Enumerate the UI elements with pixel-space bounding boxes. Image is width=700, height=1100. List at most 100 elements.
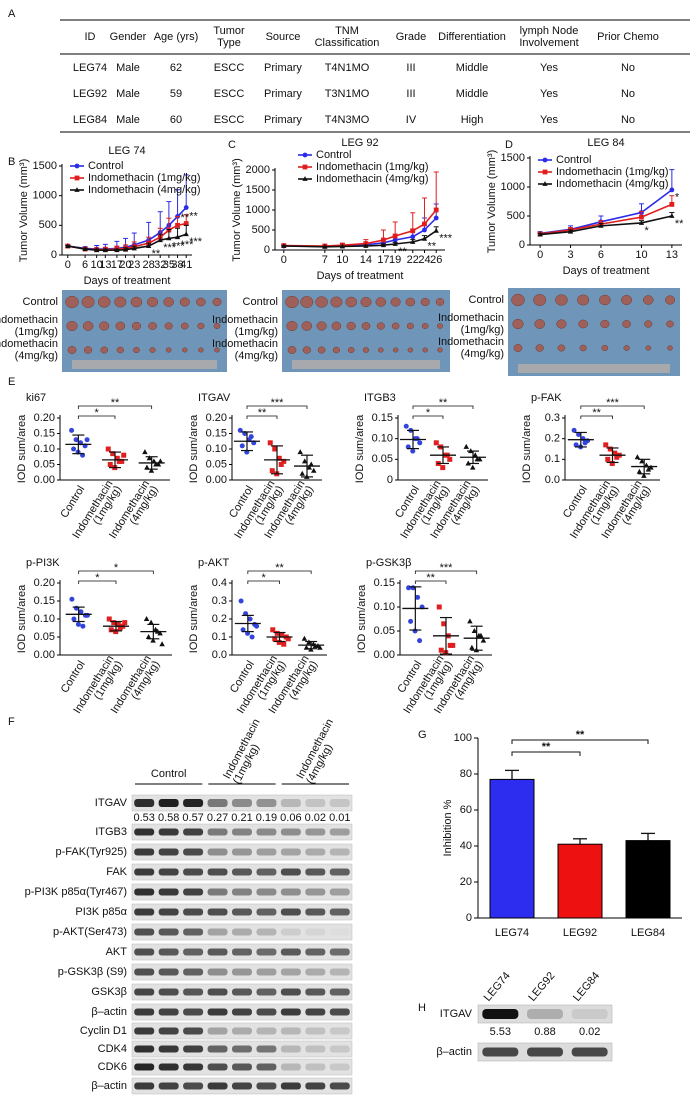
data-point [71,446,77,452]
y-tick-label: 0.15 [372,412,393,424]
bracket [247,580,280,584]
band [280,1082,301,1090]
y-axis-label: Tumor Volume (mm³) [486,150,498,254]
y-axis-label: IOD sum/area [16,414,28,483]
y-tick-label: 0.0 [212,649,227,661]
blot-row-label: ITGAV [440,1008,473,1020]
data-point [110,451,116,457]
tumor [392,347,399,353]
y-tick-label: 0.10 [374,601,395,613]
tumor [198,347,204,353]
tumor [82,321,94,331]
data-point [270,627,276,633]
band [158,828,179,836]
y-tick-label: 0.05 [34,458,55,470]
legend-marker [542,169,548,175]
bar [489,778,535,919]
band-quant: 0.57 [182,812,203,824]
data-point [438,647,444,653]
significance: ** [426,572,435,584]
data-point [157,630,163,636]
table-cell: Male [116,62,140,74]
band [329,908,350,916]
band [183,928,204,936]
panel-label: B [8,156,15,168]
significance: ** [258,407,267,419]
data-point [609,460,615,466]
legend-label: Control [556,154,591,166]
blot-row-label: β–actin [91,1006,127,1018]
tumor [420,297,430,307]
band [158,1063,179,1071]
data-point [410,228,416,234]
data-point [567,228,574,234]
y-axis-label: Inhibition % [442,799,454,856]
data-point [281,641,287,647]
y-tick-label: 40 [460,840,472,852]
band [207,868,228,876]
band [256,988,277,996]
tumor [99,321,110,331]
y-axis-label: IOD sum/area [521,414,533,483]
chart-title: p-FAK [531,392,562,404]
blot-strip [131,823,353,841]
tumor [533,294,547,306]
band [207,988,228,996]
significance: * [95,407,100,419]
band [280,1027,301,1035]
table-cell: T4N3MO [325,114,370,126]
band-quant: 0.19 [256,812,277,824]
blot-row-label: AKT [106,946,128,958]
data-point [440,465,446,471]
tumor [667,345,673,351]
photo-row-label: Control [243,296,278,308]
band [134,1027,155,1035]
band [134,968,155,976]
tumor [332,346,340,354]
y-tick-label: 0.0 [545,474,560,486]
tumor [436,323,444,329]
y-tick-label: 0.2 [545,433,560,445]
table-header: Gender [110,31,147,43]
y-tick-label: 1500 [501,152,525,164]
band [134,888,155,896]
y-tick-label: 0.00 [206,474,227,486]
band [158,928,179,936]
band [280,799,301,807]
data-point [478,632,484,638]
band [232,888,252,896]
band [134,799,155,807]
data-point [421,235,428,241]
tumor [131,321,141,331]
band [256,888,277,896]
tumor [164,322,173,330]
data-point [607,446,613,452]
data-point [276,639,282,645]
data-point [239,443,245,449]
data-point [148,619,154,625]
table-cell: Male [116,88,140,100]
tumor [300,296,314,308]
x-tick-label: 20 [119,259,131,271]
x-tick-label: 0 [537,249,543,261]
y-tick-label: 0.2 [212,613,227,625]
band [305,1082,326,1090]
significance: ** [398,246,407,258]
band [256,1082,277,1090]
data-point [414,436,420,442]
data-point [447,642,453,648]
band [232,1063,252,1071]
legend-marker [302,176,308,181]
bracket [77,415,116,419]
table-cell: Yes [540,88,558,100]
band [232,928,252,936]
tumor [286,320,298,332]
x-tick-label: LEG74 [495,927,529,939]
band [305,799,326,807]
photo-row-label: Indomethacin [212,314,278,326]
significance: ** [427,241,436,253]
significance: * [644,225,649,237]
data-point [636,468,643,474]
data-point [469,644,475,650]
